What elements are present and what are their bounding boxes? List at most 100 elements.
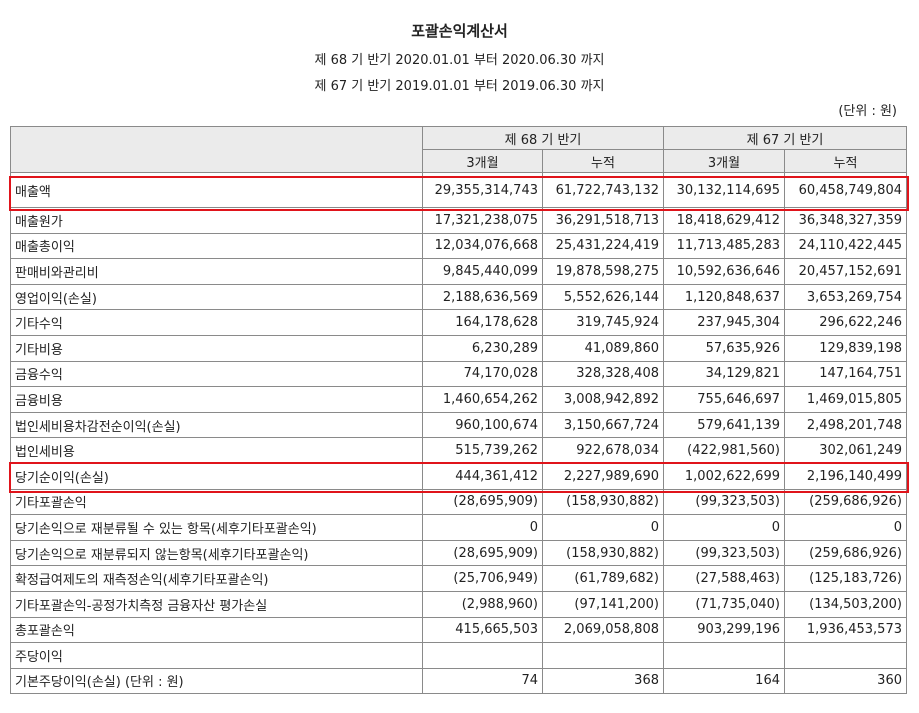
cell-value: 328,328,408 bbox=[542, 360, 664, 388]
table-row: 주당이익 bbox=[10, 642, 907, 669]
cell-value: 147,164,751 bbox=[784, 360, 907, 388]
cell-value: 579,641,139 bbox=[663, 411, 785, 439]
cell-value bbox=[784, 642, 907, 669]
cell-value: 61,722,743,132 bbox=[542, 172, 664, 208]
header-current-cumulative: 누적 bbox=[542, 149, 664, 173]
table-row: 영업이익(손실) 2,188,636,569 5,552,626,144 1,1… bbox=[10, 283, 907, 311]
table-row: 매출총이익 12,034,076,668 25,431,224,419 11,7… bbox=[10, 232, 907, 260]
cell-value: 74 bbox=[422, 667, 543, 695]
cell-value: 12,034,076,668 bbox=[422, 232, 543, 260]
cell-value: (28,695,909) bbox=[422, 488, 543, 516]
cell-value: (259,686,926) bbox=[784, 488, 907, 516]
cell-value: 3,008,942,892 bbox=[542, 386, 664, 413]
row-label: 법인세비용 bbox=[10, 437, 423, 464]
table-row: 기타포괄손익 (28,695,909) (158,930,882) (99,32… bbox=[10, 488, 907, 516]
cell-value: 74,170,028 bbox=[422, 360, 543, 388]
row-label: 기타포괄손익 bbox=[10, 488, 423, 516]
header-row-subcolumns: 3개월 누적 3개월 누적 bbox=[11, 149, 907, 173]
table-row: 금융비용 1,460,654,262 3,008,942,892 755,646… bbox=[10, 386, 907, 413]
table-row: 확정급여제도의 재측정손익(세후기타포괄손익) (25,706,949) (61… bbox=[10, 565, 907, 592]
cell-value: 3,653,269,754 bbox=[784, 283, 907, 311]
cell-value: (125,183,726) bbox=[784, 565, 907, 592]
header-label-blank bbox=[10, 126, 423, 173]
unit-label: (단위 : 원) bbox=[838, 104, 897, 119]
row-label: 당기순이익(손실) bbox=[10, 462, 423, 490]
cell-value: 18,418,629,412 bbox=[663, 207, 785, 234]
cell-value: 755,646,697 bbox=[663, 386, 785, 413]
cell-value: (71,735,040) bbox=[663, 590, 785, 618]
row-label: 매출액 bbox=[10, 172, 423, 208]
period-current: 제 68 기 반기 2020.01.01 부터 2020.06.30 까지 bbox=[314, 53, 605, 68]
cell-value bbox=[542, 642, 664, 669]
table-row: 기본주당이익(손실) (단위 : 원) 74 368 164 360 bbox=[10, 667, 907, 695]
period-prior: 제 67 기 반기 2019.01.01 부터 2019.06.30 까지 bbox=[314, 79, 605, 94]
cell-value bbox=[422, 642, 543, 669]
cell-value: 296,622,246 bbox=[784, 309, 907, 336]
cell-value: 444,361,412 bbox=[422, 462, 543, 490]
table-row: 기타수익 164,178,628 319,745,924 237,945,304… bbox=[10, 309, 907, 336]
cell-value: 11,713,485,283 bbox=[663, 232, 785, 260]
table-row: 당기손익으로 재분류되지 않는항목(세후기타포괄손익) (28,695,909)… bbox=[10, 539, 907, 567]
cell-value: 2,069,058,808 bbox=[542, 616, 664, 644]
cell-value: 0 bbox=[422, 514, 543, 541]
cell-value: 129,839,198 bbox=[784, 334, 907, 362]
cell-value: 2,498,201,748 bbox=[784, 411, 907, 439]
cell-value: 1,469,015,805 bbox=[784, 386, 907, 413]
cell-value: 29,355,314,743 bbox=[422, 172, 543, 208]
table-row: 기타비용 6,230,289 41,089,860 57,635,926 129… bbox=[10, 334, 907, 362]
row-label: 당기손익으로 재분류될 수 있는 항목(세후기타포괄손익) bbox=[10, 514, 423, 541]
row-label: 주당이익 bbox=[10, 642, 423, 669]
cell-value: 10,592,636,646 bbox=[663, 258, 785, 285]
cell-value: 57,635,926 bbox=[663, 334, 785, 362]
header-row-periods: 제 68 기 반기 제 67 기 반기 bbox=[10, 126, 907, 173]
cell-value: (27,588,463) bbox=[663, 565, 785, 592]
table-row: 매출원가 17,321,238,075 36,291,518,713 18,41… bbox=[10, 207, 907, 234]
row-label: 확정급여제도의 재측정손익(세후기타포괄손익) bbox=[10, 565, 423, 592]
row-label: 영업이익(손실) bbox=[10, 283, 423, 311]
cell-value: (97,141,200) bbox=[542, 590, 664, 618]
table-row: 법인세비용 515,739,262 922,678,034 (422,981,5… bbox=[10, 437, 907, 464]
row-label: 기본주당이익(손실) (단위 : 원) bbox=[10, 667, 423, 695]
cell-value: 0 bbox=[663, 514, 785, 541]
row-label: 금융비용 bbox=[10, 386, 423, 413]
cell-value: 5,552,626,144 bbox=[542, 283, 664, 311]
table-row: 총포괄손익 415,665,503 2,069,058,808 903,299,… bbox=[10, 616, 907, 644]
cell-value: 25,431,224,419 bbox=[542, 232, 664, 260]
cell-value: 9,845,440,099 bbox=[422, 258, 543, 285]
cell-value: 960,100,674 bbox=[422, 411, 543, 439]
cell-value: (134,503,200) bbox=[784, 590, 907, 618]
table-row: 법인세비용차감전순이익(손실) 960,100,674 3,150,667,72… bbox=[10, 411, 907, 439]
row-label: 기타비용 bbox=[10, 334, 423, 362]
header-current-3month: 3개월 bbox=[422, 149, 543, 173]
cell-value: 19,878,598,275 bbox=[542, 258, 664, 285]
cell-value: 1,936,453,573 bbox=[784, 616, 907, 644]
row-label: 법인세비용차감전순이익(손실) bbox=[10, 411, 423, 439]
cell-value: 164 bbox=[663, 667, 785, 695]
cell-value: 922,678,034 bbox=[542, 437, 664, 464]
cell-value bbox=[663, 642, 785, 669]
cell-value: 319,745,924 bbox=[542, 309, 664, 336]
cell-value: (158,930,882) bbox=[542, 488, 664, 516]
header-prior-3month: 3개월 bbox=[663, 149, 785, 173]
cell-value: 0 bbox=[542, 514, 664, 541]
cell-value: 36,348,327,359 bbox=[784, 207, 907, 234]
cell-value: 3,150,667,724 bbox=[542, 411, 664, 439]
table-row: 당기순이익(손실) 444,361,412 2,227,989,690 1,00… bbox=[10, 462, 907, 490]
row-label: 기타수익 bbox=[10, 309, 423, 336]
header-current-period: 제 68 기 반기 bbox=[422, 126, 664, 150]
cell-value: (99,323,503) bbox=[663, 488, 785, 516]
cell-value: 6,230,289 bbox=[422, 334, 543, 362]
header-prior-period: 제 67 기 반기 bbox=[663, 126, 907, 150]
table-row: 당기손익으로 재분류될 수 있는 항목(세후기타포괄손익) 0 0 0 0 bbox=[10, 514, 907, 541]
cell-value: 0 bbox=[784, 514, 907, 541]
cell-value: (28,695,909) bbox=[422, 539, 543, 567]
cell-value: 17,321,238,075 bbox=[422, 207, 543, 234]
row-label: 당기손익으로 재분류되지 않는항목(세후기타포괄손익) bbox=[10, 539, 423, 567]
table-row: 기타포괄손익-공정가치측정 금융자산 평가손실 (2,988,960) (97,… bbox=[10, 590, 907, 618]
cell-value: 41,089,860 bbox=[542, 334, 664, 362]
cell-value: (61,789,682) bbox=[542, 565, 664, 592]
cell-value: 415,665,503 bbox=[422, 616, 543, 644]
table-row: 매출액 29,355,314,743 61,722,743,132 30,132… bbox=[10, 172, 907, 208]
cell-value: 1,460,654,262 bbox=[422, 386, 543, 413]
cell-value: 360 bbox=[784, 667, 907, 695]
